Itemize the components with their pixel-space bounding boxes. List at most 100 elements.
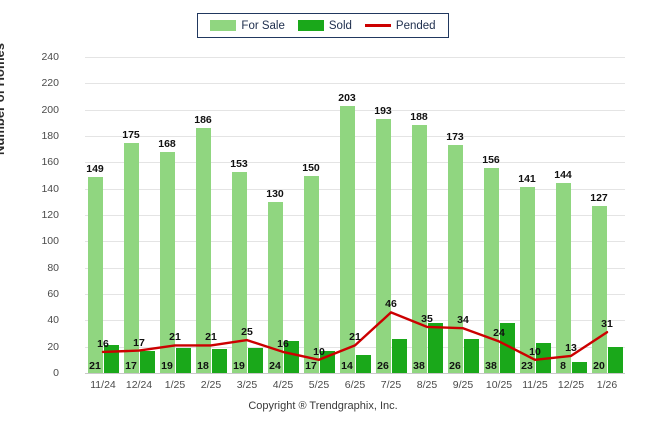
y-axis-tick-label: 0 [53, 367, 59, 379]
bar-for-sale[interactable] [231, 171, 247, 373]
bar-for-sale[interactable] [87, 176, 103, 373]
x-axis-tick-label: 1/26 [596, 379, 618, 391]
bar-group: 168 19 [158, 57, 191, 373]
pended-value-label: 10 [529, 345, 541, 358]
bar-label-for-sale: 203 [338, 91, 356, 104]
bar-sold[interactable] [571, 362, 587, 373]
bar-label-for-sale: 130 [266, 187, 284, 200]
x-axis-tick-label: 10/25 [485, 379, 513, 391]
bar-label-sold: 26 [377, 360, 389, 372]
pended-value-label: 13 [565, 341, 577, 354]
gridline [85, 241, 625, 243]
bar-group: 130 24 [266, 57, 299, 373]
pended-value-label: 16 [97, 337, 109, 350]
bar-label-sold: 19 [233, 360, 245, 372]
bar-label-for-sale: 193 [374, 104, 392, 117]
gridline [85, 136, 625, 137]
bar-group: 149 21 [86, 57, 119, 373]
bar-sold[interactable] [607, 346, 623, 373]
bar-label-for-sale: 141 [518, 173, 536, 186]
legend-label-for-sale: For Sale [241, 19, 285, 32]
bar-label-for-sale: 149 [86, 162, 104, 175]
x-axis-tick-label: 1/25 [164, 379, 186, 391]
bar-group: 203 14 [338, 57, 371, 373]
bar-for-sale[interactable] [447, 145, 463, 373]
bar-label-for-sale: 173 [446, 131, 464, 144]
y-axis-tick-label: 160 [41, 156, 59, 169]
gridline [85, 188, 625, 190]
y-axis-tick-label: 100 [41, 235, 59, 248]
bar-group: 150 17 [302, 57, 335, 373]
x-axis-tick-label: 5/25 [308, 379, 330, 391]
pended-value-label: 34 [457, 314, 469, 327]
x-axis-tick-label: 9/25 [452, 379, 474, 391]
bar-group: 141 23 [518, 57, 551, 373]
gridline [85, 109, 625, 111]
bar-label-for-sale: 186 [194, 114, 212, 127]
bar-label-for-sale: 150 [302, 161, 320, 174]
legend-line-pended [364, 24, 391, 27]
bar-group: 156 38 [482, 57, 515, 373]
gridline [85, 373, 625, 374]
pended-value-label: 35 [421, 312, 433, 325]
bar-label-sold: 17 [305, 360, 317, 372]
bar-label-for-sale: 127 [590, 191, 608, 204]
plot-area: 0 20 40 60 80 100 120 140 160 180 200 220 240 149 21 1… [41, 51, 625, 379]
bar-for-sale[interactable] [411, 125, 427, 373]
x-axis-tick-label: 12/25 [557, 379, 585, 391]
x-axis-tick-label: 11/25 [522, 379, 548, 391]
bar-group: 144 8 [554, 57, 587, 373]
bar-for-sale[interactable] [483, 167, 499, 373]
pended-value-label: 25 [241, 326, 253, 339]
pended-value-label: 21 [169, 331, 181, 344]
bar-label-sold: 18 [197, 360, 209, 372]
bar-label-sold: 14 [341, 360, 353, 372]
pended-value-label: 17 [133, 336, 145, 349]
gridline [85, 267, 625, 269]
y-axis-tick-label: 40 [47, 314, 59, 327]
x-axis-tick-label: 12/24 [125, 379, 153, 391]
y-axis-tick-label: 60 [47, 288, 59, 300]
pended-value-label: 16 [277, 337, 289, 350]
y-axis-tick-label: 180 [41, 130, 59, 142]
gridline [85, 83, 625, 85]
y-axis-tick-label: 200 [41, 103, 59, 116]
bar-label-for-sale: 153 [230, 157, 248, 170]
bar-label-for-sale: 144 [554, 169, 572, 182]
pended-value-label: 10 [313, 345, 325, 358]
y-axis-tick-label: 220 [41, 77, 59, 90]
bar-group: 193 26 [374, 57, 407, 373]
bar-label-sold: 19 [161, 360, 173, 372]
pended-value-label: 21 [349, 331, 361, 344]
bar-label-sold: 24 [269, 360, 281, 372]
bar-label-sold: 26 [449, 360, 461, 372]
copyright-notice: Copyright ® Trendgraphix, Inc. [248, 400, 398, 412]
legend-item-sold: Sold [297, 19, 352, 32]
bar-label-sold: 21 [89, 360, 101, 372]
gridline [85, 215, 625, 216]
y-axis-tick-label: 80 [47, 261, 59, 274]
x-axis-tick-label: 7/25 [380, 379, 402, 391]
y-axis-tick-label: 140 [41, 182, 59, 195]
bar-for-sale[interactable] [591, 205, 607, 373]
bar-label-for-sale: 175 [122, 128, 140, 141]
bar-label-sold: 20 [593, 360, 605, 372]
gridline [85, 162, 625, 164]
pended-value-label: 46 [385, 298, 397, 311]
bar-label-sold: 17 [125, 360, 137, 372]
bar-for-sale[interactable] [375, 118, 391, 373]
bar-label-sold: 38 [413, 360, 425, 372]
bar-for-sale[interactable] [339, 105, 355, 373]
legend-item-for-sale: For Sale [210, 19, 285, 32]
pended-value-label: 21 [205, 331, 217, 344]
y-axis-tick-label: 20 [47, 340, 59, 353]
pended-value-label: 31 [601, 318, 613, 331]
gridline [85, 57, 625, 58]
bar-group: 175 17 [122, 57, 155, 373]
bar-for-sale[interactable] [303, 175, 319, 373]
bar-label-sold: 23 [521, 360, 533, 372]
y-axis-tick-label: 240 [41, 51, 59, 63]
bar-label-sold: 38 [485, 360, 497, 372]
legend-label-sold: Sold [328, 19, 352, 32]
